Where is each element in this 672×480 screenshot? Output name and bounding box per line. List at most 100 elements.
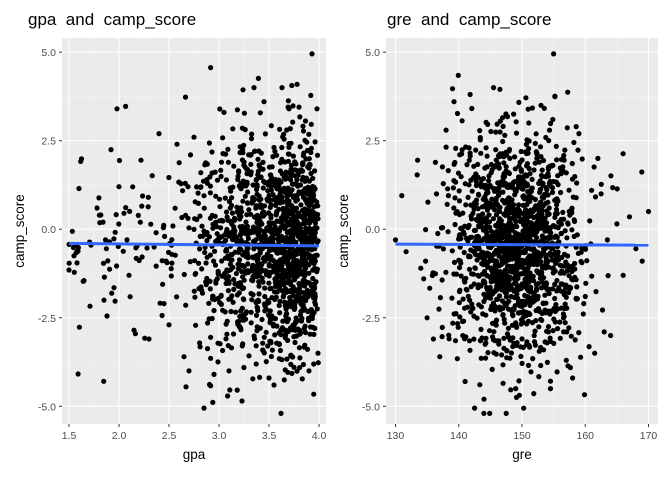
data-point bbox=[204, 238, 210, 244]
data-point bbox=[265, 312, 272, 318]
data-point bbox=[153, 230, 159, 236]
data-point bbox=[587, 218, 593, 224]
data-point bbox=[244, 246, 250, 252]
data-point bbox=[552, 295, 558, 302]
data-point bbox=[562, 320, 568, 326]
data-point bbox=[452, 338, 459, 344]
data-point bbox=[284, 187, 290, 193]
data-point bbox=[550, 286, 556, 292]
data-point bbox=[530, 228, 536, 234]
x-axis-title: gpa bbox=[183, 447, 206, 462]
data-point bbox=[76, 185, 82, 192]
data-point bbox=[280, 205, 286, 212]
data-point bbox=[535, 306, 542, 312]
data-point bbox=[561, 216, 567, 222]
data-point bbox=[276, 249, 282, 255]
gre-scatter-plot: -5.0 -2.5 0.0 2.5 5.0 130 140 150 160 170 gre camp_… bbox=[336, 38, 658, 462]
data-point bbox=[223, 151, 229, 157]
data-point bbox=[500, 189, 506, 195]
data-point bbox=[191, 226, 197, 232]
data-point bbox=[570, 194, 576, 200]
data-point bbox=[262, 293, 268, 300]
data-point bbox=[494, 121, 500, 127]
data-point bbox=[138, 157, 144, 163]
data-point bbox=[113, 212, 119, 218]
data-point bbox=[235, 173, 241, 179]
data-point bbox=[130, 184, 136, 190]
data-point bbox=[241, 110, 247, 116]
data-point bbox=[547, 378, 554, 384]
data-point bbox=[557, 165, 563, 171]
data-point bbox=[436, 306, 442, 312]
data-point bbox=[435, 230, 441, 237]
data-point bbox=[472, 405, 478, 411]
data-point bbox=[501, 345, 507, 351]
data-point bbox=[526, 120, 532, 126]
data-point bbox=[225, 159, 231, 165]
data-point bbox=[461, 277, 467, 283]
data-point bbox=[468, 284, 474, 290]
data-point bbox=[238, 325, 244, 331]
data-point bbox=[579, 260, 585, 266]
data-point bbox=[503, 111, 509, 117]
data-point bbox=[266, 210, 272, 216]
data-point bbox=[197, 213, 203, 219]
data-point bbox=[236, 169, 242, 175]
data-point bbox=[226, 198, 233, 205]
data-point bbox=[246, 152, 252, 158]
data-point bbox=[282, 332, 289, 338]
data-point bbox=[502, 200, 508, 206]
data-point bbox=[497, 86, 503, 92]
data-point bbox=[465, 293, 471, 299]
data-point bbox=[101, 378, 107, 384]
data-point bbox=[566, 325, 572, 331]
data-point bbox=[290, 322, 296, 328]
data-point bbox=[254, 257, 260, 264]
data-point bbox=[253, 237, 259, 243]
data-point bbox=[258, 166, 264, 172]
x-tick-label: 2.5 bbox=[162, 430, 177, 442]
data-point bbox=[285, 316, 292, 322]
data-point bbox=[507, 155, 513, 161]
data-point bbox=[271, 144, 277, 151]
data-point bbox=[645, 208, 652, 215]
data-point bbox=[160, 225, 166, 231]
data-point bbox=[225, 146, 231, 152]
data-point bbox=[226, 296, 232, 302]
data-point bbox=[286, 151, 292, 157]
data-point bbox=[108, 147, 114, 153]
data-point bbox=[545, 171, 551, 177]
data-point bbox=[539, 173, 545, 179]
data-point bbox=[74, 260, 80, 266]
data-point bbox=[541, 105, 547, 111]
data-point bbox=[245, 189, 251, 195]
data-point bbox=[261, 350, 267, 356]
data-point bbox=[228, 308, 234, 315]
data-point bbox=[267, 317, 274, 323]
data-point bbox=[304, 139, 310, 145]
data-point bbox=[229, 195, 235, 201]
data-point bbox=[222, 270, 228, 277]
data-point bbox=[502, 289, 508, 295]
data-point bbox=[498, 225, 504, 231]
data-point bbox=[554, 277, 560, 284]
data-point bbox=[198, 170, 204, 176]
data-point bbox=[526, 287, 532, 293]
data-point bbox=[244, 212, 250, 218]
data-point bbox=[458, 273, 464, 279]
data-point bbox=[489, 167, 495, 173]
data-point bbox=[245, 269, 252, 275]
data-point bbox=[260, 279, 266, 285]
data-point bbox=[101, 274, 107, 280]
data-point bbox=[451, 271, 457, 277]
data-point bbox=[567, 365, 573, 371]
data-point bbox=[462, 378, 468, 385]
data-point bbox=[293, 296, 299, 302]
data-point bbox=[231, 232, 237, 238]
data-point bbox=[225, 343, 231, 349]
data-point bbox=[532, 261, 538, 267]
data-point bbox=[500, 380, 506, 386]
data-point bbox=[483, 119, 489, 125]
data-point bbox=[305, 164, 311, 170]
data-point bbox=[576, 330, 582, 336]
